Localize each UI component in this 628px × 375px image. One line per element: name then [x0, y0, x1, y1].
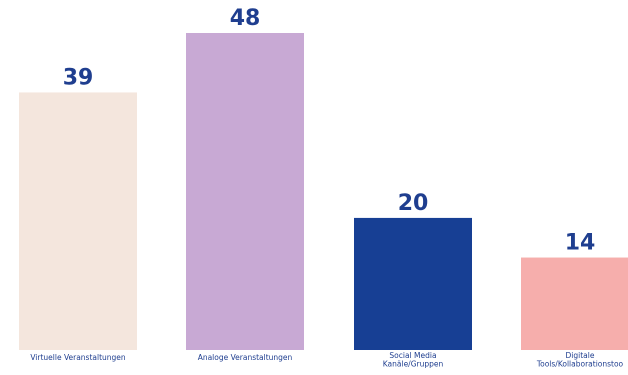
- category-label-4-line-1: Digitale: [566, 351, 595, 360]
- value-label-3: 20: [398, 191, 429, 216]
- value-label-1: 39: [63, 65, 94, 90]
- bar-4: [521, 257, 628, 350]
- bar-3: [354, 217, 472, 350]
- bar-1: [19, 92, 137, 350]
- value-label-2: 48: [230, 6, 261, 31]
- category-label-2: Analoge Veranstaltungen: [198, 353, 293, 362]
- category-label-3-line-1: Social Media: [389, 351, 436, 360]
- category-label-4-line-2: Tools/Kollaborationstoo: [536, 360, 624, 369]
- category-label-1: Virtuelle Veranstaltungen: [30, 353, 126, 362]
- category-label-3-line-2: Kanäle/Gruppen: [383, 360, 444, 369]
- bar-2: [186, 33, 304, 350]
- value-label-4: 14: [565, 231, 596, 256]
